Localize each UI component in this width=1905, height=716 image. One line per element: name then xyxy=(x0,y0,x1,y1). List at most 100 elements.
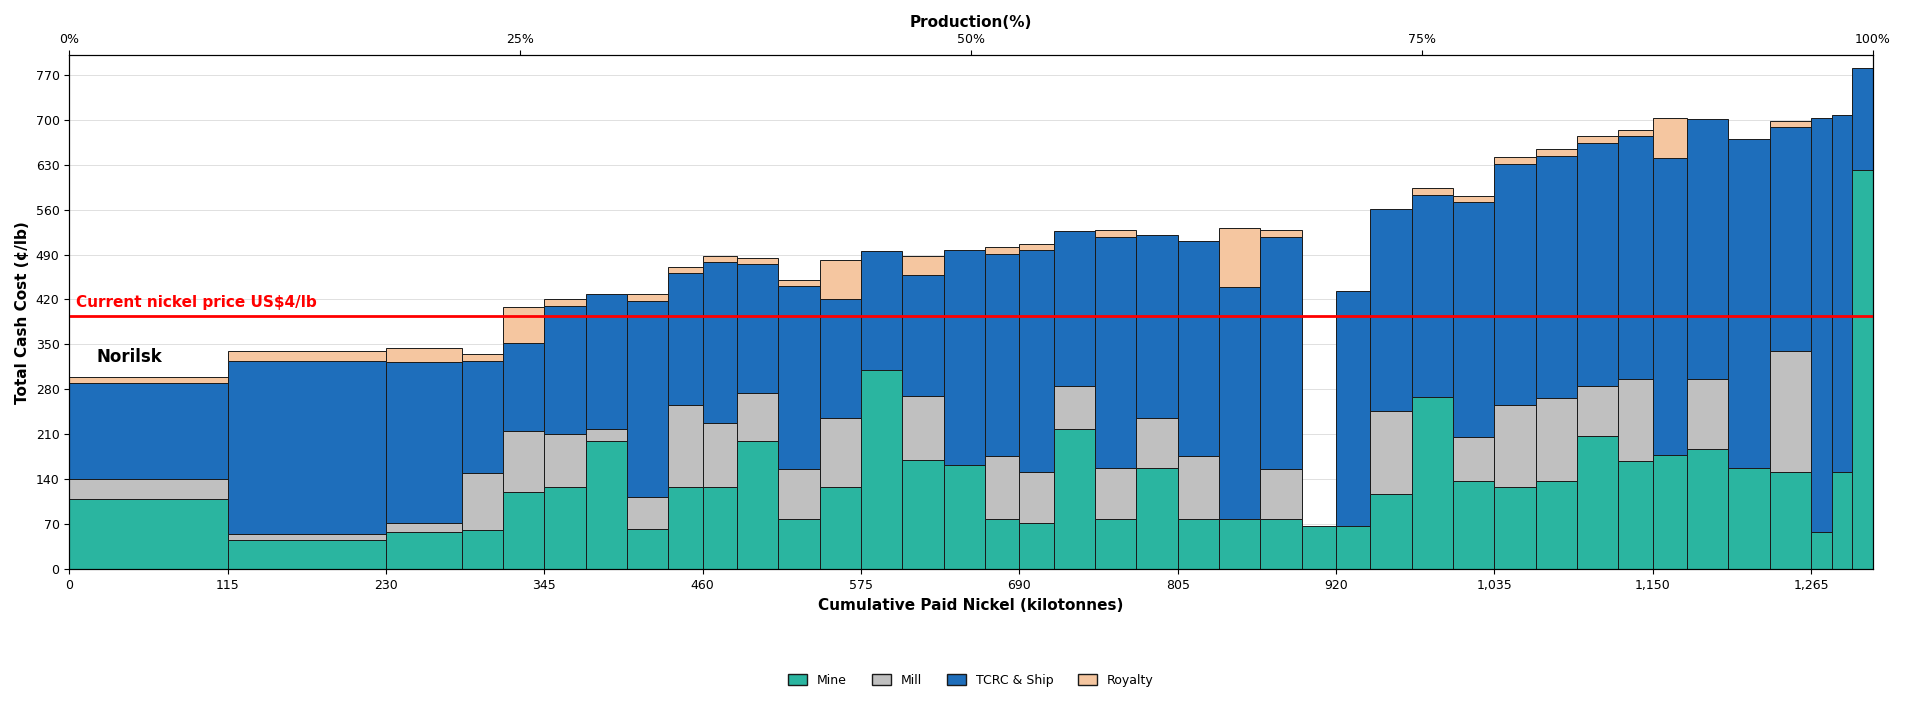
Bar xyxy=(1412,188,1452,195)
Bar xyxy=(461,473,503,530)
Bar xyxy=(777,286,819,469)
Bar xyxy=(1135,468,1177,569)
Bar xyxy=(1770,121,1810,127)
Bar xyxy=(545,306,585,435)
Bar xyxy=(777,469,819,519)
Bar xyxy=(1370,209,1412,411)
Bar xyxy=(1259,236,1301,469)
Bar xyxy=(1728,139,1770,468)
Bar xyxy=(901,460,943,569)
Bar xyxy=(227,361,387,534)
Bar xyxy=(901,275,943,396)
Bar xyxy=(1852,68,1873,170)
Bar xyxy=(819,299,861,417)
Bar xyxy=(1219,286,1259,519)
Bar xyxy=(1370,493,1412,569)
Bar xyxy=(545,299,585,306)
Bar xyxy=(503,493,545,569)
Bar xyxy=(227,351,387,361)
Bar xyxy=(737,258,777,264)
Bar xyxy=(1335,291,1370,526)
Bar xyxy=(777,279,819,286)
Bar xyxy=(1575,136,1617,142)
Bar xyxy=(1535,399,1575,480)
Bar xyxy=(69,377,227,383)
Bar xyxy=(819,487,861,569)
Bar xyxy=(461,354,503,361)
Bar xyxy=(461,361,503,473)
Bar xyxy=(669,267,703,273)
Bar xyxy=(1259,469,1301,519)
Bar xyxy=(1095,519,1135,569)
Bar xyxy=(69,480,227,499)
Bar xyxy=(503,307,545,342)
Bar xyxy=(1019,472,1053,523)
Bar xyxy=(585,294,627,430)
Bar xyxy=(1259,230,1301,236)
Bar xyxy=(1494,405,1535,487)
Bar xyxy=(503,342,545,431)
Bar xyxy=(1617,130,1652,136)
Bar xyxy=(943,465,985,569)
Bar xyxy=(627,497,669,529)
Bar xyxy=(1831,115,1852,472)
Bar xyxy=(1053,231,1095,386)
Bar xyxy=(1575,142,1617,386)
Bar xyxy=(819,261,861,299)
Bar xyxy=(1259,519,1301,569)
Bar xyxy=(737,441,777,569)
Bar xyxy=(737,392,777,441)
Bar xyxy=(1095,468,1135,519)
Bar xyxy=(1452,203,1494,437)
Bar xyxy=(819,417,861,487)
Bar xyxy=(703,256,737,262)
Bar xyxy=(1219,228,1259,286)
Bar xyxy=(1535,155,1575,399)
Bar xyxy=(1053,430,1095,569)
Bar xyxy=(861,251,901,370)
Text: Current nickel price US$4/lb: Current nickel price US$4/lb xyxy=(76,296,316,311)
Bar xyxy=(1335,526,1370,569)
Bar xyxy=(669,487,703,569)
Bar xyxy=(1770,127,1810,351)
Bar xyxy=(1053,386,1095,430)
Bar xyxy=(1412,195,1452,397)
Bar xyxy=(1810,117,1831,532)
Bar xyxy=(627,529,669,569)
Bar xyxy=(1652,158,1686,455)
Bar xyxy=(1617,379,1652,461)
Bar xyxy=(1652,455,1686,569)
Bar xyxy=(1219,519,1259,569)
Bar xyxy=(1452,437,1494,480)
Bar xyxy=(227,541,387,569)
Bar xyxy=(985,456,1019,519)
Bar xyxy=(1412,397,1452,569)
Bar xyxy=(669,273,703,405)
Bar xyxy=(1617,136,1652,379)
Bar xyxy=(703,487,737,569)
Bar xyxy=(1831,472,1852,569)
Bar xyxy=(1019,243,1053,250)
Bar xyxy=(1617,461,1652,569)
Bar xyxy=(1135,235,1177,417)
Bar xyxy=(1535,480,1575,569)
X-axis label: Production(%): Production(%) xyxy=(909,15,1033,30)
Text: Norilsk: Norilsk xyxy=(97,349,162,367)
Bar xyxy=(1575,436,1617,569)
Bar xyxy=(387,523,461,532)
Bar xyxy=(1535,149,1575,155)
Bar xyxy=(1177,456,1219,519)
Bar xyxy=(1770,351,1810,472)
Bar xyxy=(1370,411,1412,493)
Bar xyxy=(387,532,461,569)
Bar xyxy=(1135,417,1177,468)
Bar xyxy=(461,530,503,569)
Bar xyxy=(545,435,585,487)
Bar xyxy=(1494,158,1535,164)
Bar xyxy=(503,431,545,493)
Bar xyxy=(985,248,1019,254)
Bar xyxy=(1301,526,1335,569)
Bar xyxy=(1095,230,1135,236)
Bar xyxy=(861,370,901,569)
Bar xyxy=(777,519,819,569)
